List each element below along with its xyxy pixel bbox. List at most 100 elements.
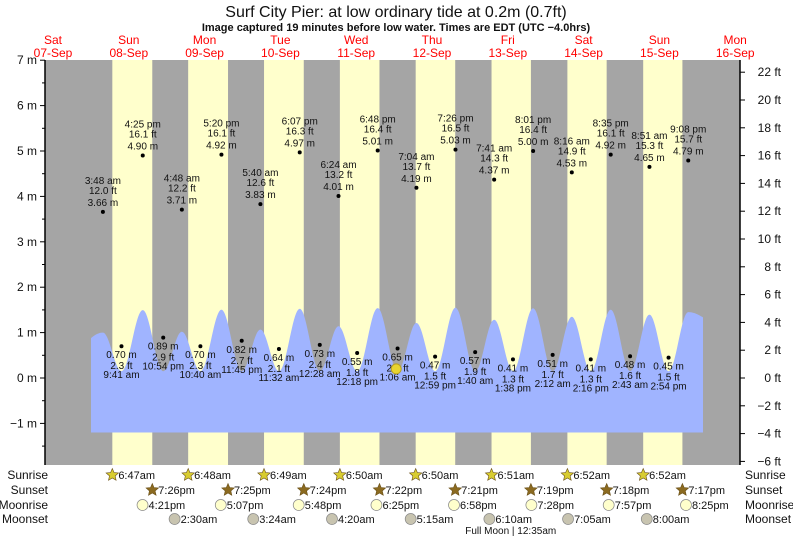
- sunrise-time: 6:50am: [422, 470, 459, 482]
- axes: 7 m 6 m 5 m 4 m 3 m 2 m 1 m 0 m −1 m 22 ft 20 ft 18…: [10, 53, 782, 468]
- low-tide-time: 12:18 pm: [336, 377, 378, 388]
- low-tide-meters: 0.41 m: [575, 363, 606, 374]
- low-tide-meters: 0.89 m: [148, 342, 179, 353]
- sunset-icon: [675, 482, 690, 496]
- low-tide-time: 9:41 am: [103, 370, 139, 381]
- low-tide-point: [395, 346, 400, 351]
- moonset-time: 6:10am: [495, 514, 532, 526]
- sunset-time: 7:17pm: [688, 485, 725, 497]
- high-tide-feet: 15.7 ft: [674, 135, 702, 146]
- low-tide-point: [119, 344, 124, 349]
- sunset-icon: [145, 482, 160, 496]
- moonrise-icon: [292, 499, 305, 511]
- low-tide-feet: 2.9 ft: [152, 353, 174, 364]
- low-tide-feet: 2.3 ft: [110, 361, 132, 372]
- right-tick-label: 4 ft: [764, 315, 781, 329]
- low-tide-point: [355, 351, 360, 356]
- high-tide-feet: 14.9 ft: [558, 146, 586, 157]
- high-tide-point: [531, 149, 536, 153]
- low-tide-point: [198, 344, 203, 349]
- moonset-icon: [168, 513, 181, 525]
- high-tide-point: [258, 202, 263, 207]
- high-tide-feet: 16.1 ft: [208, 129, 236, 140]
- low-tide-meters: 0.73 m: [304, 349, 335, 360]
- almanac: Sunrise Sunrise 6:47am 6:48am 6:49am 6:50am 6:…: [0, 467, 793, 537]
- moonrise-time: 5:48pm: [305, 500, 342, 512]
- high-tide-meters: 4.37 m: [479, 166, 510, 177]
- sunset-icon: [372, 482, 387, 496]
- sunset-time: 7:22pm: [385, 485, 422, 497]
- high-tide-time: 8:16 am: [554, 136, 590, 147]
- sunset-time: 7:24pm: [310, 485, 347, 497]
- low-tide-time: 1:40 am: [457, 376, 493, 387]
- low-tide-feet: 1.8 ft: [346, 368, 368, 379]
- moonset-icon: [562, 513, 574, 525]
- high-tide-meters: 3.83 m: [245, 190, 276, 201]
- left-tick-label: 5 m: [17, 144, 37, 158]
- low-tide-time: 10:54 pm: [142, 362, 184, 373]
- right-tick-label: 22 ft: [758, 65, 782, 79]
- moonrise-time: 7:28pm: [537, 500, 574, 512]
- date-label: 07-Sep: [34, 46, 73, 60]
- high-tide-time: 7:04 am: [398, 152, 434, 163]
- moonset-time: 3:24am: [259, 514, 296, 526]
- low-tide-meters: 0.70 m: [106, 350, 137, 361]
- date-label: 14-Sep: [564, 46, 603, 60]
- date-label: 08-Sep: [109, 46, 148, 60]
- left-tick-label: −1 m: [10, 416, 37, 430]
- low-tide-meters: 0.48 m: [615, 360, 646, 371]
- left-tick-label: 2 m: [17, 280, 37, 294]
- high-tide-feet: 13.2 ft: [325, 170, 353, 181]
- high-tide-time: 7:41 am: [476, 144, 512, 155]
- low-tide-meters: 0.65 m: [382, 352, 413, 363]
- sunset-time: 7:25pm: [234, 485, 271, 497]
- moonrise-icon: [136, 499, 149, 511]
- low-tide-point: [510, 357, 515, 362]
- sunrise-icon: [484, 467, 499, 481]
- date-label: 16-Sep: [716, 46, 755, 60]
- sunrise-time: 6:50am: [346, 470, 383, 482]
- right-tick-label: 2 ft: [764, 343, 781, 357]
- right-tick-label: 16 ft: [758, 149, 782, 163]
- sunrise-time: 6:47am: [118, 470, 155, 482]
- low-tide-point: [588, 357, 593, 362]
- high-tide-point: [297, 150, 302, 155]
- low-tide-meters: 0.47 m: [420, 361, 451, 372]
- moonset-icon: [247, 513, 260, 525]
- high-tide-feet: 12.0 ft: [89, 186, 117, 197]
- sunrise-icon: [332, 467, 347, 481]
- high-tide-time: 4:48 am: [164, 174, 200, 185]
- left-tick-label: 7 m: [17, 53, 37, 67]
- moonset-time: 2:30am: [181, 514, 218, 526]
- moonset-icon: [404, 513, 417, 525]
- moonset-icon: [326, 513, 338, 525]
- sunset-icon: [221, 482, 235, 496]
- right-tick-label: 14 ft: [758, 176, 782, 190]
- high-tide-point: [414, 185, 419, 190]
- moonset-row-label: Moonset: [2, 512, 49, 526]
- low-tide-time: 2:12 am: [535, 379, 571, 390]
- low-tide-meters: 0.82 m: [226, 345, 257, 356]
- high-tide-point: [140, 153, 145, 158]
- low-tide-time: 11:45 pm: [221, 365, 262, 376]
- high-tide-feet: 14.3 ft: [480, 154, 508, 165]
- low-tide-meters: 0.70 m: [185, 350, 216, 361]
- low-tide-time: 2:16 pm: [573, 383, 609, 394]
- high-tide-meters: 4.92 m: [206, 141, 237, 152]
- low-tide-meters: 0.41 m: [498, 363, 529, 374]
- high-tide-time: 8:51 am: [631, 131, 667, 142]
- right-tick-label: 12 ft: [758, 204, 782, 218]
- moonrise-icon: [602, 499, 615, 511]
- date-label: 12-Sep: [413, 46, 452, 60]
- left-tick-label: 4 m: [17, 189, 37, 203]
- date-label: 15-Sep: [640, 46, 679, 60]
- sunset-icon: [296, 482, 311, 496]
- date-label: 10-Sep: [261, 46, 300, 60]
- low-tide-meters: 0.57 m: [460, 356, 491, 367]
- sunset-time: 7:19pm: [537, 485, 574, 497]
- high-tide-time: 7:26 pm: [437, 114, 473, 125]
- moonrise-time: 6:25pm: [382, 500, 419, 512]
- right-tick-label: 18 ft: [758, 121, 782, 135]
- low-tide-feet: 1.3 ft: [502, 374, 524, 385]
- low-tide-time: 2:54 pm: [650, 382, 686, 393]
